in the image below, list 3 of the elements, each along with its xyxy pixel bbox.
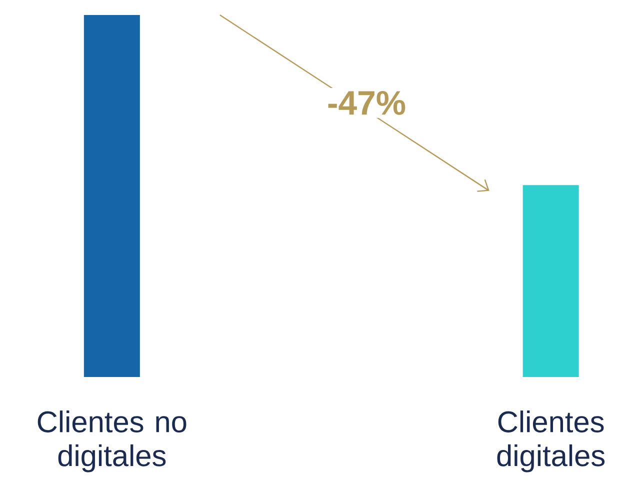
- x-tick-label: Clientes no digitales: [38, 410, 186, 472]
- x-tick-label: Clientes digitales: [497, 410, 605, 472]
- annotation: -47%: [328, 91, 406, 115]
